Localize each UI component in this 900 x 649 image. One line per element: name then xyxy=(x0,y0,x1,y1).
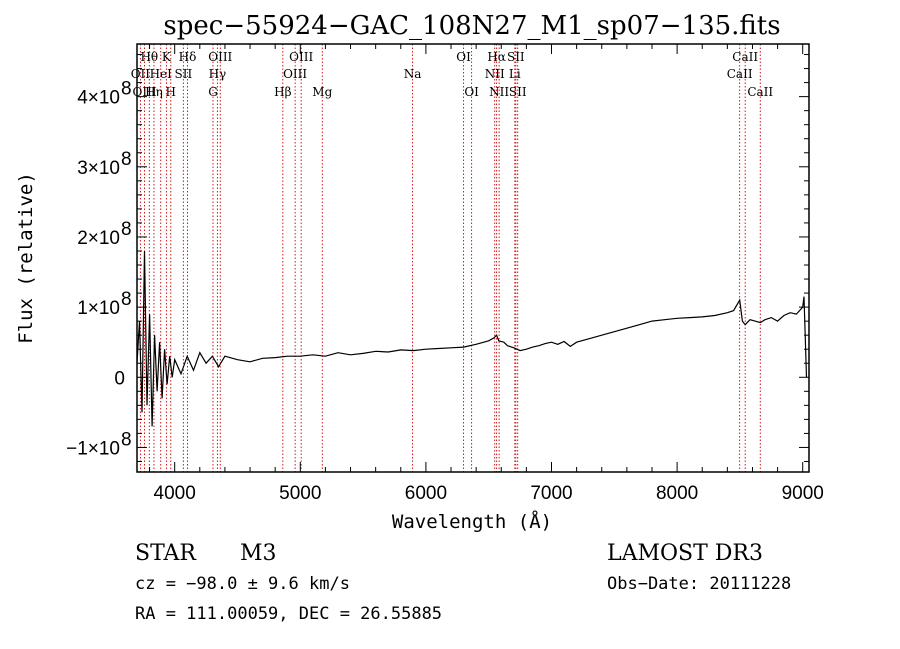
y-tick-label: 2×10 xyxy=(77,228,120,249)
y-tick-label: 4×10 xyxy=(77,88,120,109)
spectral-line-label: Hα xyxy=(487,50,506,64)
spectral-line-label: Na xyxy=(404,67,422,81)
object-class: STAR xyxy=(135,541,197,566)
spectral-line-label: OI xyxy=(464,85,479,99)
y-tick-exponent: 8 xyxy=(121,289,132,310)
spectral-line-markers xyxy=(139,44,761,472)
spectral-line-label: Li xyxy=(509,67,521,81)
y-axis-title: Flux (relative) xyxy=(15,172,37,344)
spectral-line-label: Hβ xyxy=(274,85,291,99)
spectral-line-label: OIII xyxy=(283,67,307,81)
y-tick-label: 3×10 xyxy=(77,158,120,179)
spectral-line-label: SII xyxy=(174,67,192,81)
x-tick-label: 9000 xyxy=(782,483,824,504)
spectral-line-label: OIII xyxy=(133,85,157,99)
spectral-line-label: Hγ xyxy=(209,67,227,81)
redshift-info: cz = −98.0 ± 9.6 km/s xyxy=(135,574,350,594)
x-tick-label: 5000 xyxy=(279,483,321,504)
x-axis-title: Wavelength (Å) xyxy=(392,510,552,533)
x-tick-label: 4000 xyxy=(154,483,196,504)
spectral-line-label: G xyxy=(208,85,218,99)
spectral-line-labels: Hθ OII OIII K HeI Hη SII H Hδ OIII Hγ G OIII OIII Hβ Mg… xyxy=(131,50,774,99)
spectral-line-label: OI xyxy=(456,50,471,64)
survey-name: LAMOST DR3 xyxy=(607,541,763,566)
spectral-line-label: OIII xyxy=(208,50,232,64)
spectral-line-label: CaII xyxy=(727,67,753,81)
y-tick-exponent: 8 xyxy=(121,149,132,170)
y-tick-label: −1×10 xyxy=(66,438,120,459)
spectral-line-label: OII xyxy=(131,67,151,81)
spectral-line-label: NII xyxy=(485,67,505,81)
spectral-line-label: OIII xyxy=(289,50,313,64)
x-axis: 4000 5000 6000 7000 8000 9000 xyxy=(149,44,824,504)
observation-date: Obs−Date: 20111228 xyxy=(607,574,791,594)
spectral-line-label: CaII xyxy=(732,50,758,64)
object-subclass: M3 xyxy=(240,541,277,566)
spectral-line-label: Hθ xyxy=(140,50,158,64)
y-tick-label: 0 xyxy=(114,368,125,389)
spectral-line-label: SII xyxy=(507,50,525,64)
x-tick-label: 6000 xyxy=(405,483,447,504)
spectral-line-label: Hη xyxy=(145,85,163,99)
x-tick-label: 7000 xyxy=(530,483,572,504)
plot-frame xyxy=(136,43,810,473)
y-tick-label: 1×10 xyxy=(77,298,120,319)
y-axis: −1×10 801×10 82×10 83×10 84×10 8 xyxy=(66,54,809,462)
spectral-line-label: HeI xyxy=(150,67,173,81)
spectral-line-label: NII xyxy=(489,85,509,99)
chart-title: spec−55924−GAC_108N27_M1_sp07−135.fits xyxy=(163,11,780,41)
spectral-line-label: CaII xyxy=(747,85,773,99)
spectral-line-label: H xyxy=(166,85,176,99)
coordinates-info: RA = 111.00059, DEC = 26.55885 xyxy=(135,604,442,624)
spectral-line-label: SII xyxy=(509,85,527,99)
spectral-line-label: Hδ xyxy=(179,50,197,64)
y-tick-exponent: 8 xyxy=(121,429,132,450)
spectrum-series xyxy=(136,250,808,427)
x-tick-label: 8000 xyxy=(656,483,698,504)
y-tick-exponent: 8 xyxy=(121,79,132,100)
y-tick-exponent: 8 xyxy=(121,219,132,240)
spectral-line-label: Mg xyxy=(312,85,332,99)
spectral-line-label: K xyxy=(162,50,172,64)
